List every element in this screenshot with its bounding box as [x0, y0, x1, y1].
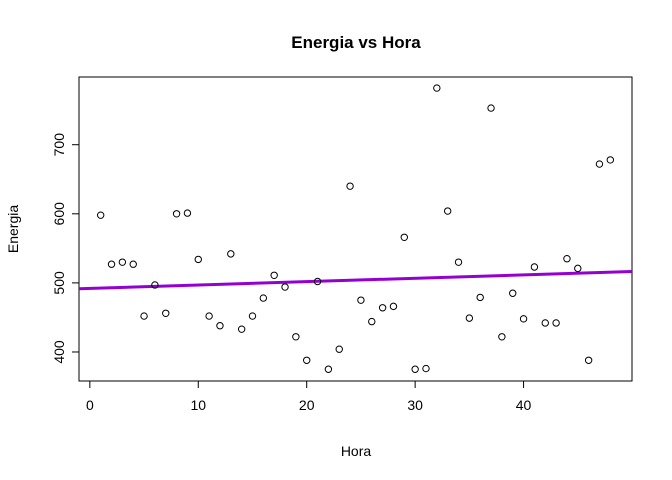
data-point	[357, 296, 365, 304]
data-point	[368, 317, 376, 326]
x-tick-label: 10	[190, 397, 206, 413]
data-point	[324, 365, 333, 373]
data-point	[346, 182, 354, 190]
data-point	[313, 277, 322, 286]
data-point	[465, 314, 474, 322]
data-point	[259, 294, 268, 302]
x-tick-label: 0	[86, 397, 94, 413]
data-point	[107, 260, 116, 268]
data-point	[509, 289, 517, 297]
y-tick-label: 500	[51, 271, 67, 295]
regression-line	[78, 269, 633, 291]
data-point	[443, 207, 452, 215]
data-point	[498, 333, 506, 341]
y-tick-label: 400	[51, 340, 67, 364]
data-point	[96, 211, 105, 219]
x-tick-label: 30	[407, 397, 423, 413]
data-point	[552, 319, 560, 327]
data-point	[606, 156, 615, 164]
data-point	[487, 104, 495, 112]
data-point	[227, 250, 235, 258]
data-point	[151, 281, 159, 289]
data-point	[454, 258, 463, 266]
chart-title: Energia vs Hora	[291, 33, 421, 52]
data-point	[248, 312, 257, 320]
data-point	[574, 264, 582, 273]
data-point	[476, 293, 484, 302]
data-point	[541, 319, 549, 327]
data-point	[140, 312, 148, 320]
data-point	[118, 258, 127, 266]
data-point	[205, 312, 213, 320]
data-point	[129, 260, 137, 268]
fit-line-group	[78, 269, 633, 291]
data-point	[216, 322, 224, 330]
data-point	[389, 302, 398, 311]
data-point	[162, 309, 170, 317]
data-point	[422, 364, 430, 373]
data-point	[237, 325, 246, 333]
data-point	[270, 271, 278, 279]
data-point	[183, 209, 192, 217]
data-point	[378, 304, 387, 312]
data-point	[194, 255, 202, 264]
data-point	[172, 210, 181, 218]
data-point	[303, 356, 311, 364]
y-tick-label: 700	[51, 133, 67, 157]
data-point	[292, 333, 300, 341]
data-point	[519, 315, 528, 323]
data-point	[584, 356, 593, 364]
data-point	[563, 255, 571, 263]
data-point	[400, 233, 408, 241]
x-axis: 0 10 20 30 40	[86, 380, 532, 413]
plot-frame	[78, 76, 633, 382]
data-point	[433, 84, 441, 92]
data-point	[595, 160, 604, 168]
y-axis: 400 500 600 700	[51, 133, 80, 364]
data-points	[96, 84, 615, 373]
data-point	[281, 283, 289, 291]
y-tick-label: 600	[51, 202, 67, 226]
data-point	[335, 345, 343, 353]
data-point	[411, 365, 419, 373]
y-axis-label: Energia	[5, 205, 21, 253]
x-axis-label: Hora	[341, 443, 372, 459]
x-tick-label: 20	[299, 397, 315, 413]
data-point	[530, 263, 539, 271]
x-tick-label: 40	[516, 397, 532, 413]
